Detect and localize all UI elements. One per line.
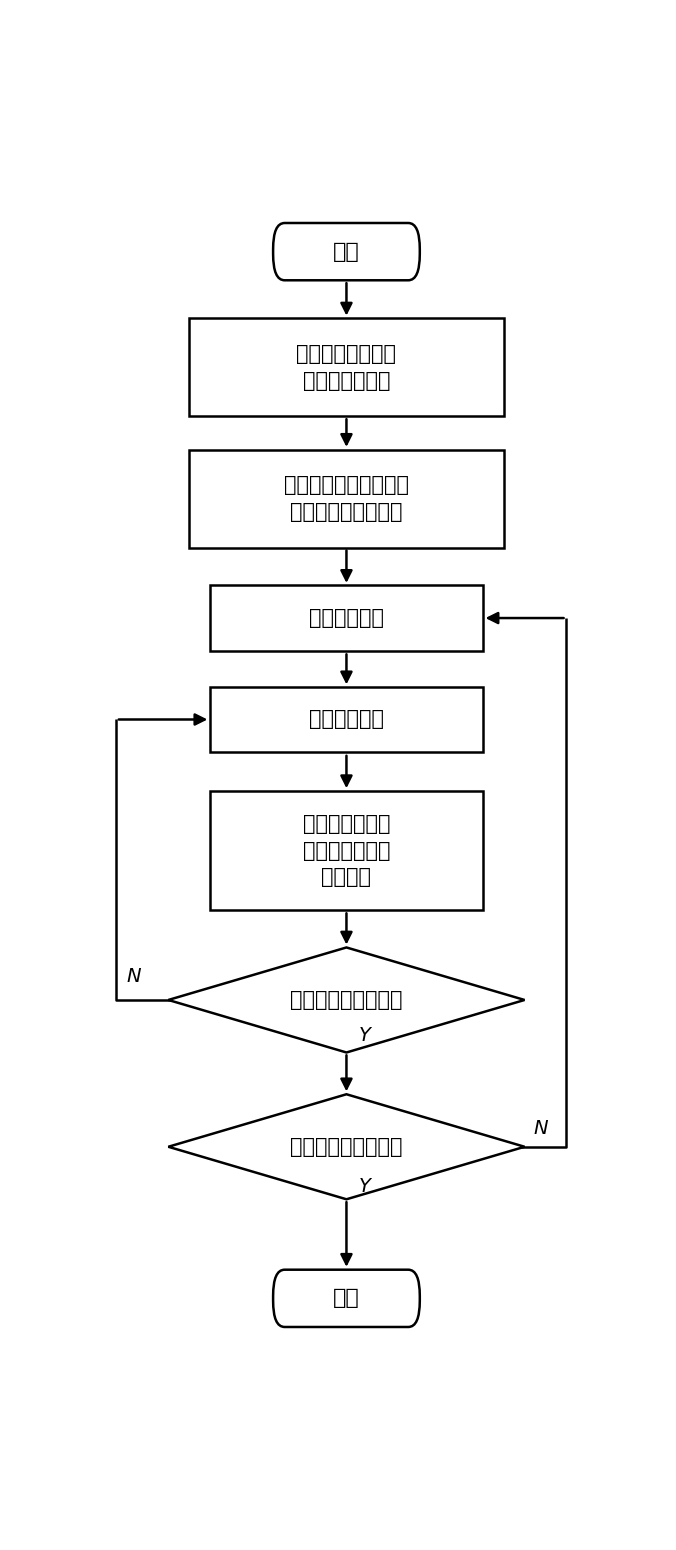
Text: 开始: 开始 <box>333 242 360 262</box>
Text: N: N <box>533 1119 548 1138</box>
Text: 修正等效阻抗，形成变
压器、线路传播矩阵: 修正等效阻抗，形成变 压器、线路传播矩阵 <box>284 476 409 522</box>
FancyBboxPatch shape <box>273 223 420 281</box>
Text: 形成暂降传播方
程，计算负荷侧
暂降特征: 形成暂降传播方 程，计算负荷侧 暂降特征 <box>303 814 390 887</box>
FancyBboxPatch shape <box>273 1269 420 1327</box>
Text: 故障类型计算完毕？: 故障类型计算完毕？ <box>290 1136 403 1156</box>
Text: Y: Y <box>359 1176 370 1195</box>
Text: 选择故障类型: 选择故障类型 <box>309 608 384 628</box>
Text: 结束: 结束 <box>333 1288 360 1308</box>
Text: N: N <box>127 967 141 986</box>
Text: 选择负荷节点: 选择负荷节点 <box>309 710 384 730</box>
Text: 负荷节点计算完毕？: 负荷节点计算完毕？ <box>290 990 403 1011</box>
Bar <box>210 586 483 651</box>
Bar <box>189 318 504 417</box>
Polygon shape <box>168 947 525 1052</box>
Text: Y: Y <box>359 1026 370 1045</box>
Polygon shape <box>168 1094 525 1200</box>
Bar <box>210 687 483 752</box>
Text: 计算节点稳态电压
与负荷等效阻抗: 计算节点稳态电压 与负荷等效阻抗 <box>297 344 396 391</box>
Bar <box>210 790 483 910</box>
Bar <box>189 449 504 547</box>
